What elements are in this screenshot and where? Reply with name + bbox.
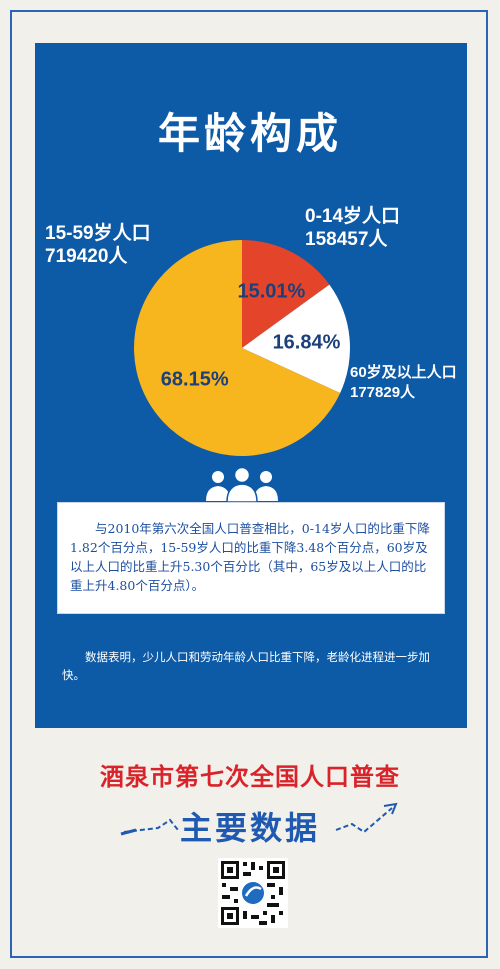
label-15-59: 15-59岁人口 719420人 — [45, 222, 151, 268]
label-60-plus: 60岁及以上人口 177829人 — [350, 363, 457, 403]
census-title: 酒泉市第七次全国人口普查 — [100, 763, 400, 791]
label-0-14-count: 158457人 — [305, 229, 388, 250]
summary-note-text: 数据表明，少儿人口和劳动年龄人口比重下降，老龄化进程进一步加快。 — [62, 650, 430, 682]
label-0-14: 0-14岁人口 158457人 — [305, 205, 400, 251]
right-arrow-decoration-icon — [335, 802, 398, 834]
label-0-14-group: 0-14岁人口 — [305, 206, 401, 227]
people-group-icon — [206, 467, 278, 503]
left-arrow-decoration-icon — [120, 818, 179, 836]
label-60-plus-count: 177829人 — [350, 384, 416, 401]
slice-15-59 — [134, 240, 341, 456]
comparison-note-text: 与2010年第六次全国人口普查相比，0-14岁人口的比重下降1.82个百分点，1… — [70, 521, 430, 593]
main-data-heading: 主要数据 — [179, 809, 320, 847]
page-title: 年龄构成 — [157, 109, 342, 158]
outer-frame — [10, 10, 488, 958]
label-15-59-group: 15-59岁人口 — [45, 223, 151, 244]
label-15-59-count: 719420人 — [45, 246, 128, 267]
summary-note: 数据表明，少儿人口和劳动年龄人口比重下降，老龄化进程进一步加快。 — [62, 648, 447, 684]
slice-15-59-percent-label: 68.15% — [161, 368, 229, 390]
slice-60-plus — [242, 284, 350, 394]
slice-60-plus-percent-label: 16.84% — [273, 332, 341, 354]
slice-0-14-percent-label: 15.01% — [238, 280, 306, 302]
label-60-plus-group: 60岁及以上人口 — [350, 364, 457, 381]
slice-0-14 — [242, 240, 330, 348]
comparison-note-box: 与2010年第六次全国人口普查相比，0-14岁人口的比重下降1.82个百分点，1… — [57, 502, 445, 614]
qr-code-icon — [218, 858, 288, 928]
